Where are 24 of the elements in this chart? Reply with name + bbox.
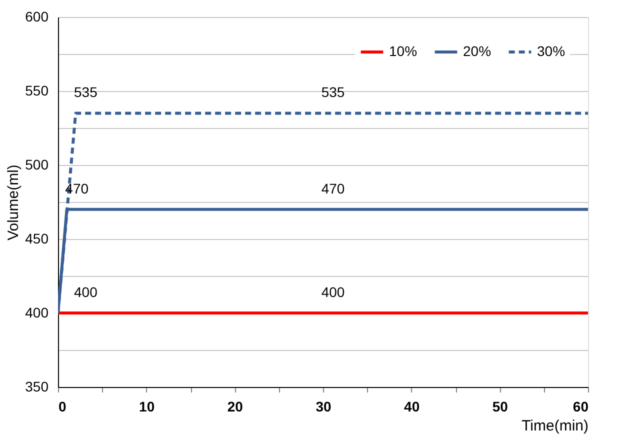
data-label: 400 [321, 284, 345, 300]
data-label: 535 [321, 84, 345, 100]
y-tick-label: 550 [25, 82, 49, 98]
y-tick-label: 400 [25, 304, 49, 320]
y-axis-title: Volume(ml) [5, 164, 22, 240]
x-tick-label: 50 [492, 398, 508, 414]
data-label: 470 [65, 180, 89, 196]
y-tick-label: 500 [25, 156, 49, 172]
x-tick-label: 30 [316, 398, 332, 414]
x-tick-label: 0 [58, 398, 66, 414]
y-tick-label: 350 [25, 378, 49, 394]
data-label: 400 [74, 284, 98, 300]
data-label: 535 [74, 84, 98, 100]
x-tick-label: 10 [139, 398, 155, 414]
y-tick-label: 600 [25, 8, 49, 24]
x-tick-label: 60 [572, 398, 589, 414]
x-tick-label: 40 [404, 398, 420, 414]
legend-label: 10% [389, 43, 418, 59]
x-axis-title: Time(min) [522, 418, 589, 434]
legend-label: 30% [537, 43, 566, 59]
legend-label: 20% [463, 43, 492, 59]
data-label: 470 [321, 180, 345, 196]
x-tick-label: 20 [227, 398, 244, 414]
y-tick-label: 450 [25, 230, 49, 246]
